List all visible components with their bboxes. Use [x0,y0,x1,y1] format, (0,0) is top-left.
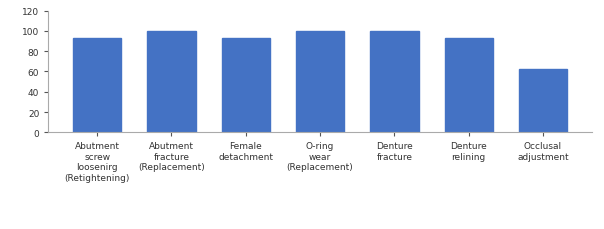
Bar [147,32,196,133]
Bar [445,39,493,133]
Bar [519,70,567,133]
Bar [296,32,344,133]
Bar [73,39,121,133]
Bar [222,39,270,133]
Bar [370,32,419,133]
